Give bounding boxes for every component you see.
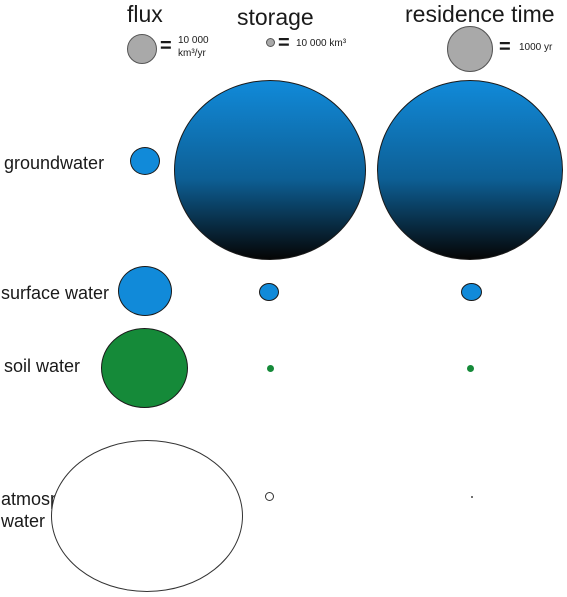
surface-water-residence-circle: [461, 283, 482, 301]
flux-reference-unit: km³/yr: [178, 48, 206, 59]
groundwater-flux-circle: [130, 147, 160, 175]
atmospheric-water-storage-circle: [265, 492, 274, 501]
flux-equals-sign: =: [160, 35, 172, 57]
storage-equals-sign: =: [278, 32, 290, 54]
atmospheric-water-flux-circle: [51, 440, 243, 592]
soil-water-storage-circle: [267, 365, 274, 372]
residence-reference-value: 1000 yr: [519, 42, 553, 53]
flux-header: flux: [127, 1, 163, 27]
soil-water-flux-circle: [101, 328, 188, 408]
soil-water-residence-circle: [467, 365, 474, 372]
groundwater-residence-circle: [377, 80, 563, 260]
storage-reference-value: 10 000 km³: [296, 38, 347, 49]
surface-water-label: surface water: [1, 283, 110, 303]
groundwater-storage-circle: [174, 80, 366, 260]
surface-water-storage-circle: [259, 283, 279, 301]
residence-reference-circle: [447, 26, 493, 72]
residence-equals-sign: =: [499, 36, 511, 58]
flux-reference-circle: [127, 34, 157, 64]
groundwater-label: groundwater: [4, 153, 105, 173]
storage-reference-circle: [266, 38, 275, 47]
residence-time-header: residence time: [405, 1, 555, 27]
atmospheric-water-residence-dot: [471, 496, 473, 498]
atmospheric-water-label-line2: water: [1, 511, 46, 531]
storage-header: storage: [237, 4, 314, 30]
surface-water-flux-circle: [118, 266, 172, 316]
soil-water-label: soil water: [4, 356, 81, 376]
flux-reference-value: 10 000: [178, 35, 209, 46]
